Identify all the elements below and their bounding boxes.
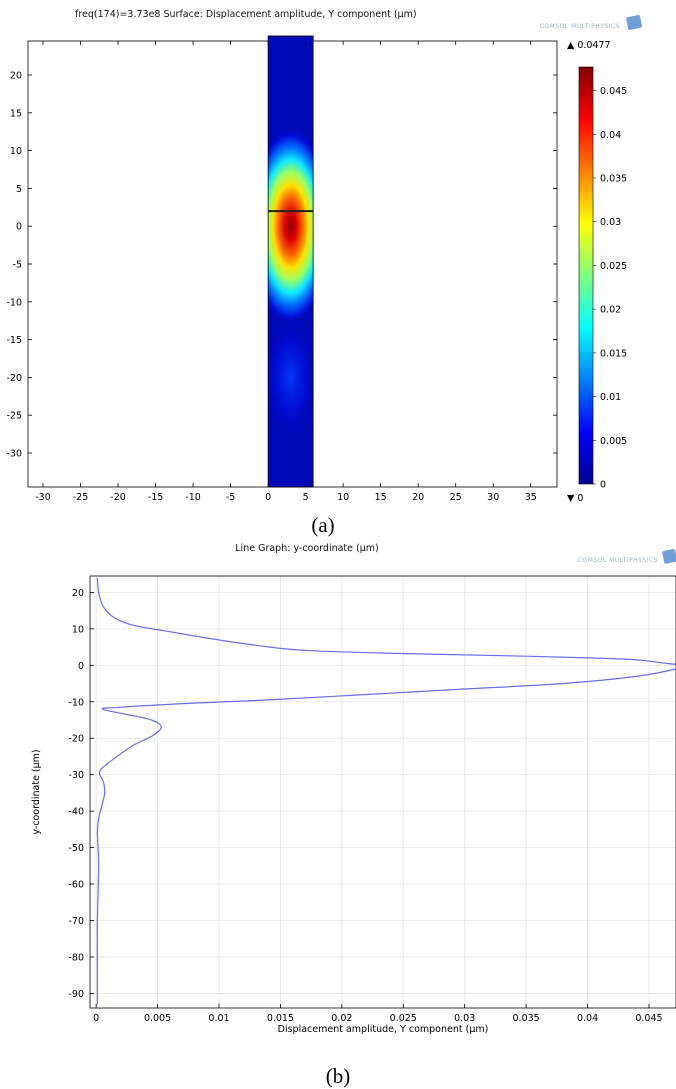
x-tick-label: 0.015	[267, 1013, 294, 1024]
y-tick-label: -20	[68, 734, 84, 745]
y-tick-label: 10	[10, 146, 22, 157]
x-tick-label: -5	[226, 492, 235, 503]
x-tick-label: 15	[375, 492, 387, 503]
x-tick-label: 0	[265, 492, 271, 503]
x-tick-label: 25	[450, 492, 462, 503]
y-tick-label: -50	[68, 843, 84, 854]
colorbar-max-label: ▲ 0.0477	[567, 40, 611, 51]
panel-a-title: freq(174)=3.73e8 Surface: Displacement a…	[75, 9, 417, 20]
y-axis-label: y-coordinate (µm)	[31, 749, 42, 834]
heatmap-domain	[268, 36, 314, 487]
y-tick-label: -70	[68, 916, 84, 927]
x-tick-label: -15	[148, 492, 164, 503]
y-tick-label: -40	[68, 807, 84, 818]
y-tick-label: -90	[68, 989, 84, 1000]
y-tick-label: 15	[10, 108, 22, 119]
colorbar-tick-label: 0.015	[600, 348, 627, 359]
x-tick-label: 0.045	[635, 1013, 662, 1024]
x-tick-label: 0.025	[390, 1013, 417, 1024]
panel-b-logo: COMSOL MULTIPHYSICS	[578, 557, 658, 564]
y-tick-label: -10	[68, 697, 84, 708]
x-tick-label: -10	[185, 492, 201, 503]
panel-a-caption: (a)	[311, 513, 334, 537]
x-tick-label: 0.035	[513, 1013, 540, 1024]
x-axis-label: Displacement amplitude, Y component (µm)	[278, 1024, 489, 1035]
y-tick-label: 0	[16, 222, 22, 233]
x-tick-label: 0.02	[331, 1013, 352, 1024]
panel-b-x-axis: 0 0.005 0.01 0.015 0.02 0.025 0.03 0.035 0.04 0.0…	[93, 1004, 663, 1024]
y-tick-label: -10	[6, 297, 22, 308]
x-tick-label: 10	[337, 492, 349, 503]
panel-b-title: Line Graph: y-coordinate (µm)	[235, 543, 378, 554]
x-tick-label: 0	[93, 1013, 99, 1024]
x-tick-label: 0.03	[454, 1013, 475, 1024]
panel-a-y-axis: 20 15 10 5 0 -5 -10 -15 -20 -25 -30	[6, 71, 557, 459]
y-tick-label: 0	[78, 661, 84, 672]
panel-b: Line Graph: y-coordinate (µm) COMSOL MUL…	[31, 543, 676, 1088]
x-tick-label: 0.005	[144, 1013, 171, 1024]
colorbar-tick-label: 0.035	[600, 174, 627, 185]
secondary-lobe	[268, 316, 314, 438]
colorbar-min-label: ▼ 0	[567, 493, 583, 504]
colorbar-tick-label: 0.01	[600, 392, 621, 403]
domain-border	[267, 35, 314, 488]
colorbar-tick-label: 0.04	[600, 130, 621, 141]
x-tick-label: 5	[303, 492, 309, 503]
panel-a: freq(174)=3.73e8 Surface: Displacement a…	[6, 9, 642, 537]
x-tick-label: -25	[73, 492, 89, 503]
displacement-hotspot	[268, 127, 314, 325]
panel-b-caption: (b)	[326, 1064, 351, 1088]
x-tick-label: 35	[525, 492, 537, 503]
colorbar-ticks: 0 0.005 0.01 0.015 0.02 0.025 0.03 0.035 0.04 0.0…	[593, 86, 627, 491]
y-tick-label: -15	[6, 335, 22, 346]
comsol-logo-icon	[662, 549, 676, 564]
x-tick-label: 0.04	[577, 1013, 598, 1024]
panel-a-logo: COMSOL MULTIPHYSICS	[540, 23, 620, 30]
comsol-logo-icon	[626, 15, 642, 30]
y-tick-label: -60	[68, 880, 84, 891]
colorbar-tick-label: 0.02	[600, 305, 621, 316]
panel-b-plot-area	[89, 575, 676, 1009]
x-tick-label: 20	[412, 492, 424, 503]
y-tick-label: -30	[68, 770, 84, 781]
colorbar-tick-label: 0	[600, 480, 606, 491]
colorbar-tick-label: 0.025	[600, 261, 627, 272]
y-tick-label: -25	[6, 411, 22, 422]
colorbar	[578, 66, 594, 485]
y-tick-label: 20	[72, 588, 84, 599]
colorbar-tick-label: 0.005	[600, 436, 627, 447]
colorbar-tick-label: 0.045	[600, 86, 627, 97]
y-tick-label: -5	[13, 260, 22, 271]
y-tick-label: 5	[16, 184, 22, 195]
colorbar-tick-label: 0.03	[600, 217, 621, 228]
y-tick-label: 10	[72, 624, 84, 635]
x-tick-label: -30	[35, 492, 51, 503]
x-tick-label: 30	[487, 492, 499, 503]
x-tick-label: 0.01	[208, 1013, 229, 1024]
y-tick-label: -80	[68, 952, 84, 963]
panel-a-x-axis: -30 -25 -20 -15 -10 -5 0 5 10 15 20 25 30 35	[35, 41, 537, 503]
x-tick-label: -20	[110, 492, 126, 503]
series-line	[96, 577, 676, 1005]
panel-b-grid	[90, 576, 676, 1008]
y-tick-label: -20	[6, 373, 22, 384]
y-tick-label: 20	[10, 71, 22, 82]
y-tick-label: -30	[6, 448, 22, 459]
panel-b-y-axis: 20 10 0 -10 -20 -30 -40 -50 -60 -70 -80 -90	[68, 588, 94, 1000]
